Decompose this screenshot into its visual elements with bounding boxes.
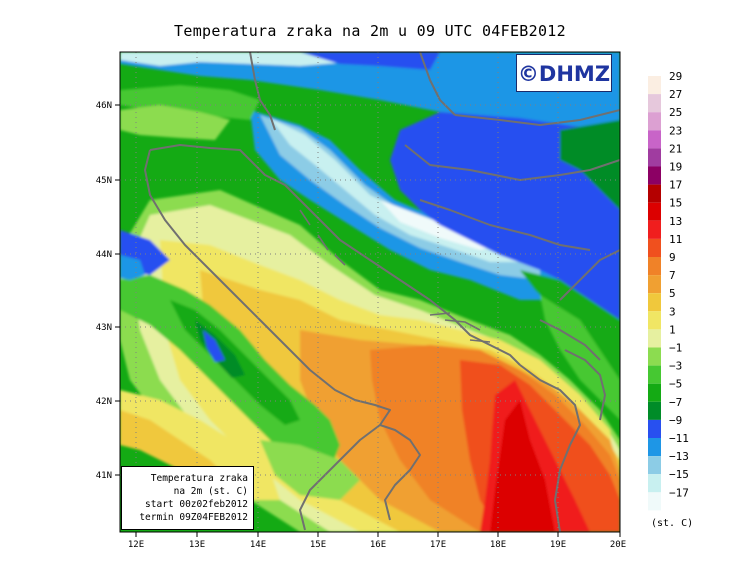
legend-swatch bbox=[648, 492, 661, 511]
legend-label: 19 bbox=[669, 161, 682, 174]
legend-swatch bbox=[648, 257, 661, 276]
legend-swatch bbox=[648, 401, 661, 420]
legend-swatch bbox=[648, 275, 661, 294]
legend-swatch bbox=[648, 365, 661, 384]
legend-label: −15 bbox=[669, 468, 689, 481]
legend-label: −11 bbox=[669, 432, 689, 445]
legend-label: 1 bbox=[669, 323, 676, 336]
legend-swatch bbox=[648, 438, 661, 457]
legend-swatch bbox=[648, 419, 661, 438]
legend-label: 17 bbox=[669, 179, 682, 192]
info-line: start 00z02feb2012 bbox=[145, 499, 248, 510]
legend-units: (st. C) bbox=[651, 518, 694, 529]
lon-label: 19E bbox=[550, 540, 566, 550]
legend-label: 29 bbox=[669, 70, 682, 83]
lon-label: 18E bbox=[490, 540, 506, 550]
legend-swatch bbox=[648, 76, 661, 95]
legend-swatch bbox=[648, 238, 661, 257]
legend-label: −1 bbox=[669, 342, 682, 355]
legend-label: 21 bbox=[669, 142, 682, 155]
lon-label: 13E bbox=[189, 540, 205, 550]
info-line: termin 09Z04FEB2012 bbox=[139, 512, 248, 523]
lon-label: 20E bbox=[610, 540, 626, 550]
lat-label: 46N bbox=[96, 101, 112, 111]
map-title: Temperatura zraka na 2m u 09 UTC 04FEB20… bbox=[174, 22, 566, 40]
legend-swatch bbox=[648, 148, 661, 167]
legend-swatch bbox=[648, 293, 661, 312]
legend-label: 7 bbox=[669, 269, 676, 282]
legend-swatch bbox=[648, 329, 661, 348]
legend-label: −3 bbox=[669, 360, 682, 373]
info-line: Temperatura zraka bbox=[150, 473, 248, 484]
legend-label: 11 bbox=[669, 233, 682, 246]
legend-swatch bbox=[648, 112, 661, 131]
legend-label: −13 bbox=[669, 450, 689, 463]
dhmz-logo: ©DHMZ bbox=[516, 54, 612, 92]
lon-label: 17E bbox=[430, 540, 446, 550]
legend-swatch bbox=[648, 347, 661, 366]
lon-label: 15E bbox=[310, 540, 326, 550]
legend-swatch bbox=[648, 166, 661, 185]
legend-label: 23 bbox=[669, 124, 682, 137]
legend-label: 3 bbox=[669, 305, 676, 318]
legend-swatch bbox=[648, 94, 661, 113]
lat-label: 42N bbox=[96, 397, 112, 407]
legend-label: 25 bbox=[669, 106, 682, 119]
legend-swatch bbox=[648, 456, 661, 475]
legend-label: 5 bbox=[669, 287, 676, 300]
lon-label: 16E bbox=[370, 540, 386, 550]
lat-label: 41N bbox=[96, 471, 112, 481]
lat-label: 44N bbox=[96, 250, 112, 260]
legend-swatch bbox=[648, 474, 661, 493]
lon-label: 12E bbox=[128, 540, 144, 550]
legend-label: −9 bbox=[669, 414, 682, 427]
legend-label: 27 bbox=[669, 88, 682, 101]
info-box: Temperatura zraka na 2m (st. C) start 00… bbox=[121, 466, 254, 530]
legend-swatch bbox=[648, 130, 661, 149]
legend-swatch bbox=[648, 311, 661, 330]
legend-label: −7 bbox=[669, 396, 682, 409]
legend-label: −17 bbox=[669, 486, 689, 499]
lat-label: 43N bbox=[96, 323, 112, 333]
legend-label: 9 bbox=[669, 251, 676, 264]
legend-label: −5 bbox=[669, 378, 682, 391]
legend-label: 15 bbox=[669, 197, 682, 210]
legend-swatch bbox=[648, 202, 661, 221]
legend-swatch bbox=[648, 184, 661, 203]
info-line: na 2m (st. C) bbox=[173, 486, 248, 497]
legend-swatch bbox=[648, 383, 661, 402]
legend-label: 13 bbox=[669, 215, 682, 228]
legend-swatch bbox=[648, 220, 661, 239]
lon-label: 14E bbox=[250, 540, 266, 550]
lat-label: 45N bbox=[96, 176, 112, 186]
